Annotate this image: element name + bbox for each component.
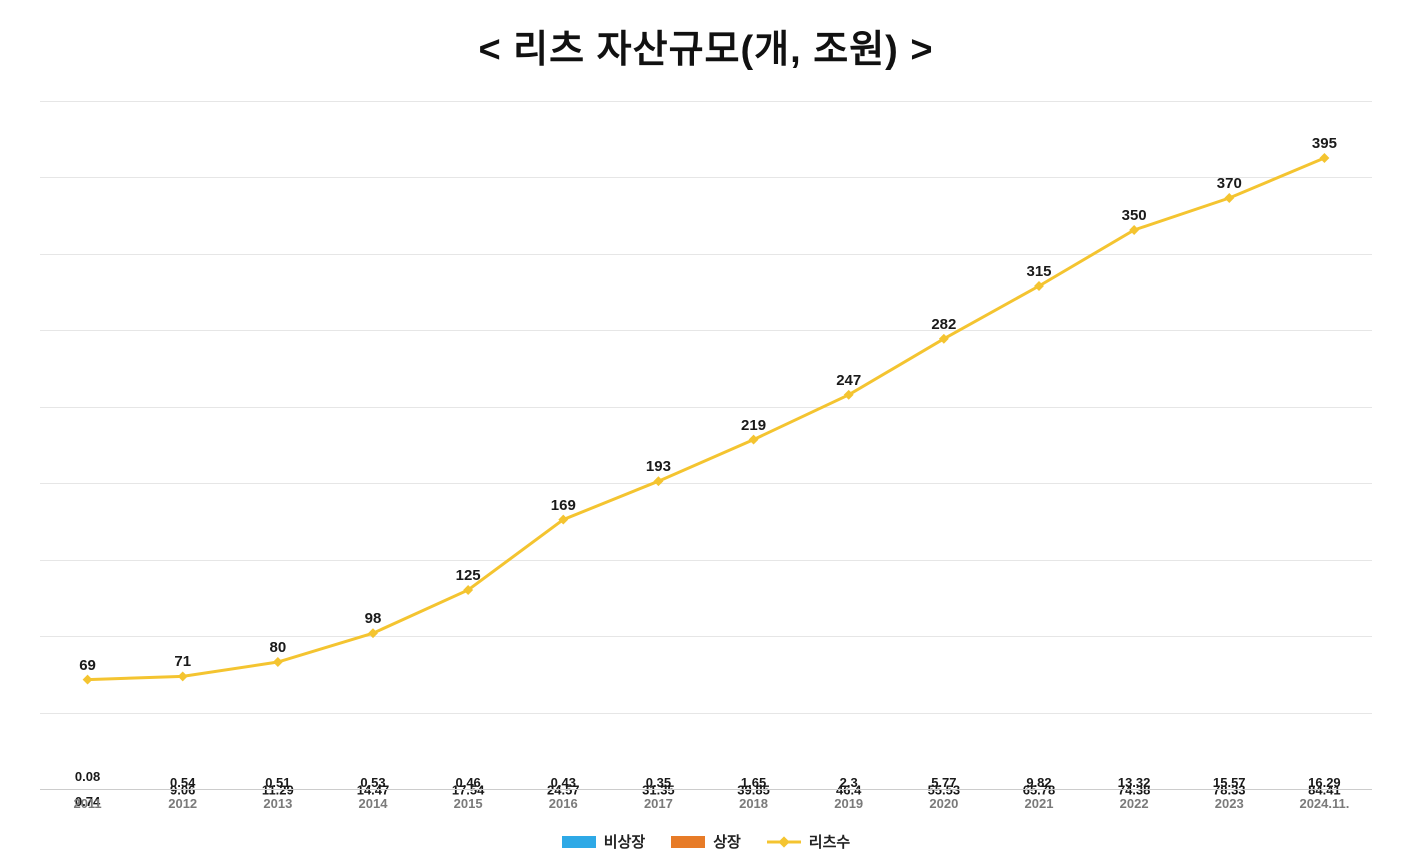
- x-axis-label: 2014: [359, 796, 388, 811]
- x-axis-label: 2018: [739, 796, 768, 811]
- line-value-label: 169: [551, 497, 576, 514]
- line-value-label: 80: [270, 639, 287, 656]
- x-axis-label: 2022: [1120, 796, 1149, 811]
- line-value-label: 350: [1122, 207, 1147, 224]
- legend-label: 비상장: [604, 831, 645, 852]
- baseline: [40, 789, 1372, 790]
- x-axis-label: 2012: [168, 796, 197, 811]
- line-value-label: 247: [836, 372, 861, 389]
- legend-swatch: [671, 836, 705, 848]
- line-value-label: 282: [931, 316, 956, 333]
- x-axis-label: 2023: [1215, 796, 1244, 811]
- legend-item: 리츠수: [767, 831, 850, 852]
- line-marker: [1224, 193, 1234, 203]
- line-marker: [749, 435, 759, 445]
- legend: 비상장 상장 리츠수: [0, 831, 1412, 852]
- legend-label: 상장: [713, 831, 741, 852]
- line-path: [88, 158, 1325, 680]
- x-axis-label: 2013: [263, 796, 292, 811]
- reits-asset-chart: < 리츠 자산규모(개, 조원) > 0.740.0820119.060.542…: [0, 0, 1412, 860]
- line-value-label: 315: [1026, 263, 1051, 280]
- legend-item: 비상장: [562, 831, 645, 852]
- legend-label: 리츠수: [809, 831, 850, 852]
- x-axis-label: 2024.11.: [1299, 796, 1349, 811]
- x-axis-label: 2015: [454, 796, 483, 811]
- line-marker: [178, 671, 188, 681]
- line-value-label: 69: [79, 657, 96, 674]
- line-series: [40, 102, 1372, 790]
- line-marker: [83, 675, 93, 685]
- line-value-label: 395: [1312, 135, 1337, 152]
- plot-area: 0.740.0820119.060.54201211.290.51201314.…: [40, 102, 1372, 790]
- line-marker: [368, 628, 378, 638]
- x-axis-label: 2016: [549, 796, 578, 811]
- line-marker: [273, 657, 283, 667]
- x-axis-label: 2020: [929, 796, 958, 811]
- line-value-label: 370: [1217, 175, 1242, 192]
- x-axis-label: 2019: [834, 796, 863, 811]
- chart-title: < 리츠 자산규모(개, 조원) >: [0, 18, 1412, 73]
- line-value-label: 98: [365, 610, 382, 627]
- x-axis-label: 2011: [73, 796, 101, 811]
- x-axis-label: 2017: [644, 796, 673, 811]
- line-value-label: 219: [741, 417, 766, 434]
- line-value-label: 125: [456, 567, 481, 584]
- line-marker: [653, 476, 663, 486]
- legend-swatch-line: [767, 836, 801, 848]
- legend-swatch: [562, 836, 596, 848]
- x-axis-label: 2021: [1025, 796, 1054, 811]
- legend-item: 상장: [671, 831, 741, 852]
- line-value-label: 71: [174, 653, 191, 670]
- line-marker: [1319, 153, 1329, 163]
- line-value-label: 193: [646, 458, 671, 475]
